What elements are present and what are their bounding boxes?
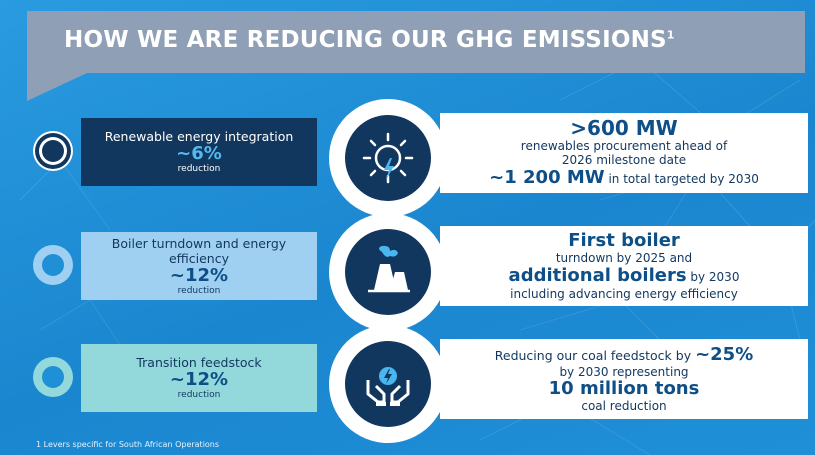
cooling-tower-icon bbox=[368, 245, 410, 293]
row-2-lever-box: Boiler turndown and energy efficiency ~1… bbox=[81, 232, 317, 300]
row-2-lever-pct: ~12% bbox=[169, 264, 229, 286]
row-1-lever-box: Renewable energy integration ~6% reducti… bbox=[81, 118, 317, 186]
row-1-lever-sub: reduction bbox=[177, 164, 221, 174]
footnote: 1 Levers specific for South African Oper… bbox=[36, 440, 220, 449]
row-1-line2: renewables procurement ahead of bbox=[520, 139, 728, 153]
row-3-lever-pct: ~12% bbox=[169, 369, 229, 390]
hands-energy-icon bbox=[366, 367, 410, 406]
row-1-panel: >600 MW renewables procurement ahead of … bbox=[440, 113, 808, 193]
row-3-lever-box: Transition feedstock ~12% reduction bbox=[81, 344, 317, 412]
header-tail bbox=[27, 73, 87, 101]
row-3-panel: Reducing our coal feedstock by ~25% by 2… bbox=[440, 339, 808, 419]
row-2-line3: additional boilers by 2030 bbox=[508, 265, 740, 286]
row-3-lever-label: Transition feedstock bbox=[136, 355, 262, 370]
row-1-lever-pct: ~6% bbox=[176, 143, 222, 164]
row-1-line4: ~1 200 MW in total targeted by 2030 bbox=[489, 167, 759, 188]
row-3-line1: Reducing our coal feedstock by ~25% bbox=[494, 344, 754, 365]
row-3-bullet bbox=[33, 357, 73, 397]
page-title: HOW WE ARE REDUCING OUR GHG EMISSIONS1 bbox=[64, 27, 675, 53]
row-2-icon-circle bbox=[329, 213, 447, 331]
row-2-lever-label: Boiler turndown and energy efficiency bbox=[111, 235, 287, 266]
row-2-headline: First boiler bbox=[568, 230, 680, 251]
row-1-icon-circle bbox=[329, 99, 447, 217]
row-3-icon-circle bbox=[329, 325, 447, 443]
row-3-line2: by 2030 representing bbox=[559, 365, 689, 379]
header-banner bbox=[27, 11, 805, 73]
row-1-lever-label: Renewable energy integration bbox=[104, 129, 294, 144]
row-1-bullet bbox=[33, 131, 73, 171]
row-3-lever-sub: reduction bbox=[177, 390, 221, 400]
row-2-lever-sub: reduction bbox=[177, 285, 221, 296]
sun-lightning-icon bbox=[362, 132, 414, 184]
row-2-line2: turndown by 2025 and bbox=[555, 251, 693, 265]
row-2-line4: including advancing energy efficiency bbox=[510, 287, 738, 301]
row-3-headline: 10 million tons bbox=[548, 378, 700, 399]
row-2-bullet bbox=[33, 245, 73, 285]
row-2-panel: First boiler turndown by 2025 and additi… bbox=[440, 226, 808, 306]
row-1-line3: 2026 milestone date bbox=[561, 153, 687, 167]
row-1-headline: >600 MW bbox=[570, 116, 678, 140]
row-3-line4: coal reduction bbox=[581, 399, 667, 413]
